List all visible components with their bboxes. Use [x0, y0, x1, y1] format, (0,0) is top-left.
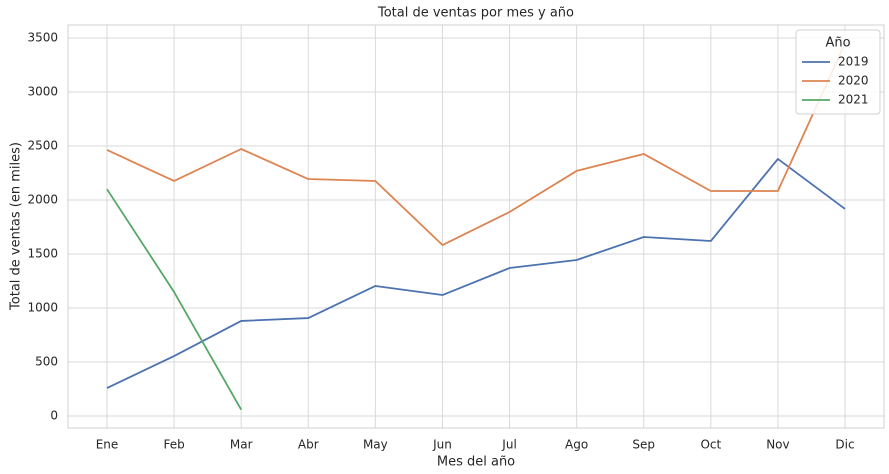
legend-label: 2019 — [838, 55, 869, 69]
y-tick-label: 2000 — [27, 192, 58, 206]
legend-box — [795, 29, 881, 115]
x-axis-label: Mes del año — [437, 455, 515, 470]
y-tick-label: 2500 — [27, 138, 58, 152]
legend-label: 2020 — [838, 74, 869, 88]
y-axis-label: Total de ventas (en miles) — [9, 142, 24, 311]
x-tick-label: Ene — [96, 438, 119, 452]
axes-frame — [67, 24, 885, 429]
x-tick-label: Mar — [230, 438, 253, 452]
x-tick-label: Dic — [835, 438, 854, 452]
line — [106, 158, 846, 389]
y-tick-label: 1500 — [27, 246, 58, 260]
x-tick-label: Jul — [501, 438, 516, 452]
line — [106, 42, 846, 246]
y-tick-label: 3000 — [27, 84, 58, 98]
x-tick-label: May — [363, 438, 388, 452]
x-tick-label: Feb — [163, 438, 184, 452]
y-tick-label: 500 — [35, 355, 58, 369]
y-tick-label: 1000 — [27, 300, 58, 314]
x-tick-label: Sep — [632, 438, 655, 452]
x-tick-label: Abr — [298, 438, 319, 452]
x-tick-label: Oct — [700, 438, 721, 452]
x-tick-label: Ago — [565, 438, 588, 452]
x-tick-label: Nov — [766, 438, 789, 452]
y-tick-label: 3500 — [27, 30, 58, 44]
x-tick-label: Jun — [432, 438, 452, 452]
plot-area — [68, 25, 884, 428]
line — [106, 188, 242, 411]
y-tick-label: 0 — [50, 409, 58, 423]
legend-title: Año — [825, 36, 850, 51]
chart-title: Total de ventas por mes y año — [377, 6, 574, 21]
legend-label: 2021 — [838, 93, 869, 107]
